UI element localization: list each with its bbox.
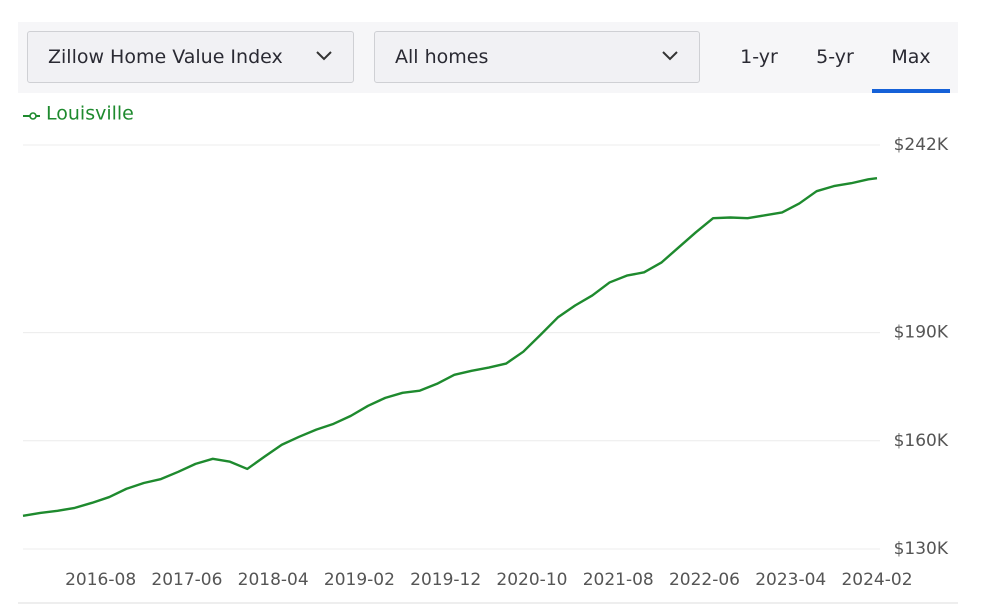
x-tick-label: 2018-04 <box>238 570 309 590</box>
x-tick-label: 2020-10 <box>496 570 567 590</box>
y-tick-label: $190K <box>894 323 949 343</box>
range-tab[interactable]: 5-yr <box>816 46 854 68</box>
y-tick-label: $160K <box>894 431 949 451</box>
x-tick-label: 2016-08 <box>65 570 136 590</box>
range-tab[interactable]: Max <box>872 22 950 93</box>
series-line <box>22 176 878 517</box>
x-tick-label: 2019-02 <box>324 570 395 590</box>
x-tick-label: 2022-06 <box>669 570 740 590</box>
chevron <box>662 51 678 61</box>
x-tick-label: 2023-04 <box>755 570 826 590</box>
x-tick-label: 2024-02 <box>841 570 912 590</box>
x-tick-label: 2017-06 <box>151 570 222 590</box>
chevron <box>316 51 332 61</box>
y-tick-label: $242K <box>894 135 949 155</box>
y-tick-label: $130K <box>894 539 949 559</box>
range-tab[interactable]: 1-yr <box>740 46 778 68</box>
home-type-dropdown[interactable]: All homes <box>374 31 700 83</box>
toolbar: Zillow Home Value Index All homes 1-yr 5-… <box>18 22 958 93</box>
legend-marker <box>29 112 37 120</box>
dropdown-label: Zillow Home Value Index <box>48 46 283 68</box>
dropdown-label: All homes <box>395 46 489 68</box>
legend-label: Louisville <box>46 103 134 125</box>
x-tick-label: 2021-08 <box>583 570 654 590</box>
index-dropdown[interactable]: Zillow Home Value Index <box>27 31 354 83</box>
x-tick-label: 2019-12 <box>410 570 481 590</box>
